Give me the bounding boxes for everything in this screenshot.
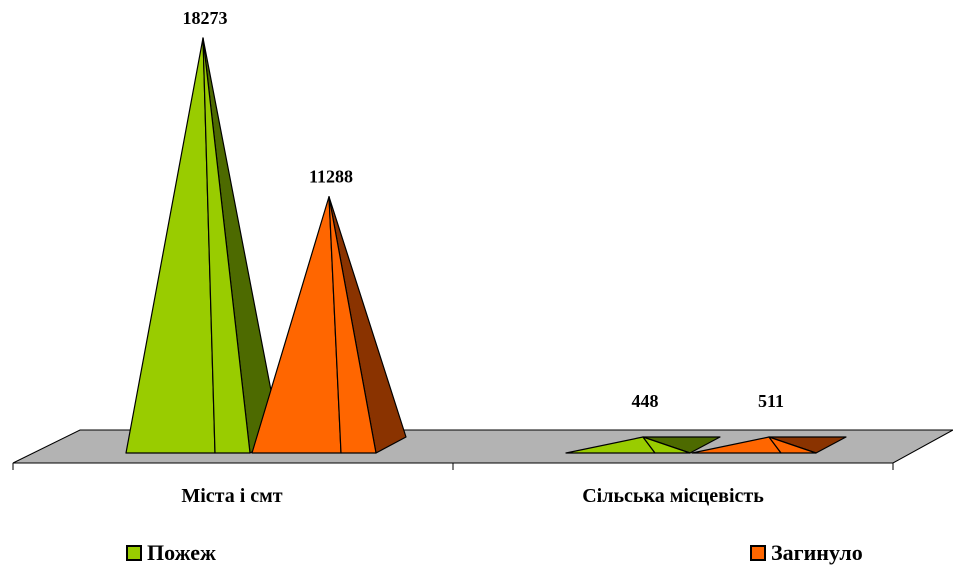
legend-label-killed: Загинуло [771,540,863,565]
pyramid-front-right-face [328,196,377,454]
data-label-fires-0: 18273 [183,8,228,28]
pyramid-front-left-face [251,196,342,454]
pyramid-front-right-face [768,436,817,454]
pyramid-fires-0 [125,37,281,454]
category-label-0: Міста і смт [181,485,282,507]
legend-swatch-fires [126,545,142,561]
pyramid-front-right-face [642,436,691,454]
data-label-killed-0: 11288 [309,167,353,187]
legend-label-fires: Пожеж [147,540,216,565]
data-label-killed-1: 511 [758,391,784,411]
legend-item-killed: Загинуло [750,540,863,566]
pyramid-killed-1 [691,436,847,454]
data-label-fires-1: 448 [632,391,659,411]
pyramid-front-right-face [202,37,251,454]
pyramid-fires-1 [565,436,721,454]
pyramid-killed-0 [251,196,407,454]
legend-swatch-killed [750,545,766,561]
category-label-1: Сільська місцевість [582,485,764,507]
legend-item-fires: Пожеж [126,540,216,566]
pyramid-front-left-face [125,37,216,454]
